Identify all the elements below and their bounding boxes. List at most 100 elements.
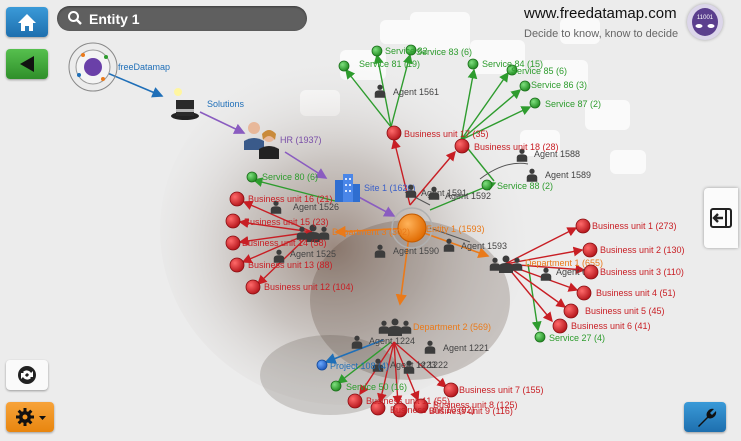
agent-1221-icon[interactable]: [424, 340, 436, 354]
alien-logo-icon: 11001: [692, 8, 718, 36]
business-unit-15-label: Business unit 15 (23): [244, 217, 329, 227]
business-unit-17-node[interactable]: [386, 125, 402, 141]
site-building-icon[interactable]: [335, 174, 360, 202]
department-2-label: Department 2 (569): [413, 322, 491, 332]
entity-node[interactable]: [391, 207, 433, 249]
service-85-node[interactable]: [506, 64, 518, 76]
agent-1592-label: Agent 1592: [445, 191, 491, 201]
agent-655-icon[interactable]: [540, 267, 552, 281]
business-unit-9-label: Business unit 9 (116): [429, 406, 513, 416]
service-87-label: Service 87 (2): [545, 99, 601, 109]
department-1-icon[interactable]: [490, 256, 523, 274]
agent-1224-label: Agent 1224: [369, 336, 415, 346]
tools-button[interactable]: [684, 402, 726, 432]
business-unit-18-node[interactable]: [454, 138, 470, 154]
brand-tagline: Decide to know, know to decide: [524, 28, 679, 40]
business-unit-9-node[interactable]: [392, 402, 408, 418]
entity-label: Entity 1 (1593): [426, 224, 485, 234]
business-unit-14-node[interactable]: [225, 235, 241, 251]
service-88-label: Service 88 (2): [497, 181, 553, 191]
business-unit-8-node[interactable]: [413, 398, 429, 414]
business-unit-11-label: Business unit 11 (55): [366, 396, 450, 406]
search-bar[interactable]: [57, 6, 307, 31]
agent-1589-label: Agent 1589: [545, 170, 591, 180]
service-86-node[interactable]: [519, 80, 531, 92]
solutions-label: Solutions: [207, 99, 245, 109]
brand-logo[interactable]: 11001: [687, 4, 723, 40]
solutions-hat-icon[interactable]: [171, 88, 199, 120]
back-arrow-icon: [20, 56, 34, 72]
home-icon: [18, 14, 36, 31]
business-unit-6-node[interactable]: [552, 318, 568, 334]
agent-1588-label: Agent 1588: [534, 149, 580, 159]
business-unit-1-label: Business unit 1 (273): [592, 221, 677, 231]
business-unit-2-node[interactable]: [582, 242, 598, 258]
business-unit-10-node[interactable]: [370, 400, 386, 416]
agent-1589-icon[interactable]: [526, 168, 538, 182]
business-unit-12-label: Business unit 12 (104): [264, 282, 354, 292]
business-unit-16-label: Business unit 16 (21): [248, 194, 333, 204]
service-82-node[interactable]: [371, 45, 383, 57]
service-88-node[interactable]: [481, 179, 493, 191]
wrench-icon: [698, 408, 717, 427]
business-unit-3-label: Business unit 3 (110): [600, 267, 684, 277]
business-unit-4-node[interactable]: [576, 285, 592, 301]
department-1-label: Department 1 (655): [525, 258, 603, 268]
department-2-icon[interactable]: [379, 319, 412, 337]
business-unit-3-node[interactable]: [583, 264, 599, 280]
search-input[interactable]: [87, 9, 291, 29]
refresh-icon: [18, 366, 36, 384]
service-84-label: Service 84 (15): [482, 59, 543, 69]
business-unit-14-label: Business unit 14 (58): [242, 238, 327, 248]
business-unit-15-node[interactable]: [225, 213, 241, 229]
agent-1590-label: Agent 1590: [393, 246, 439, 256]
agent-1561-label: Agent 1561: [393, 87, 439, 97]
project-108-node[interactable]: [316, 359, 328, 371]
service-86-label: Service 86 (3): [531, 80, 587, 90]
service-81-node[interactable]: [338, 60, 350, 72]
settings-button[interactable]: [6, 402, 54, 432]
freedatamap-node[interactable]: [68, 42, 118, 92]
service-80-node[interactable]: [246, 171, 258, 183]
service-82-label: Service 82: [385, 46, 428, 56]
service-27-node[interactable]: [534, 331, 546, 343]
agent-1591-label: Agent 1591: [421, 188, 467, 198]
back-button[interactable]: [6, 49, 48, 79]
business-unit-13-node[interactable]: [229, 257, 245, 273]
business-unit-6-label: Business unit 6 (41): [571, 321, 651, 331]
business-unit-17-label: Business unit 17 (35): [404, 129, 489, 139]
gear-icon: [16, 408, 46, 426]
search-icon: [68, 11, 82, 25]
service-87-node[interactable]: [529, 97, 541, 109]
business-unit-2-label: Business unit 2 (130): [600, 245, 685, 255]
agent-655-label: Agent 655: [556, 267, 597, 277]
service-50-node[interactable]: [330, 380, 342, 392]
business-unit-4-label: Business unit 4 (51): [596, 288, 676, 298]
refresh-button[interactable]: [6, 360, 48, 390]
agent-1590-icon[interactable]: [374, 244, 386, 258]
business-unit-1-node[interactable]: [575, 218, 591, 234]
brand-url[interactable]: www.freedatamap.com: [524, 5, 677, 22]
hr-people-icon[interactable]: [244, 122, 279, 159]
agent-1221-label: Agent 1221: [443, 343, 489, 353]
home-button[interactable]: [6, 7, 48, 37]
department-3-label: Department 3 (302): [332, 227, 410, 237]
agent-1222-label: nt 1222: [418, 360, 448, 370]
business-unit-5-node[interactable]: [563, 303, 579, 319]
service-27-label: Service 27 (4): [549, 333, 605, 343]
business-unit-11-node[interactable]: [347, 393, 363, 409]
business-unit-8-label: Business unit 8 (125): [433, 400, 518, 410]
agent-1593-label: Agent 1593: [461, 241, 507, 251]
business-unit-7-label: Business unit 7 (155): [459, 385, 544, 395]
agent-1526-label: Agent 1526: [293, 202, 339, 212]
business-unit-7-node[interactable]: [443, 382, 459, 398]
panel-toggle-button[interactable]: [704, 188, 738, 248]
service-84-node[interactable]: [467, 58, 479, 70]
agent-1224-icon[interactable]: [351, 335, 363, 349]
business-unit-16-node[interactable]: [229, 191, 245, 207]
agent-1223-label: Agent 1223: [390, 360, 436, 370]
site-label: Site 1 (1620): [364, 183, 416, 193]
service-83-node[interactable]: [405, 44, 417, 56]
business-unit-12-node[interactable]: [245, 279, 261, 295]
